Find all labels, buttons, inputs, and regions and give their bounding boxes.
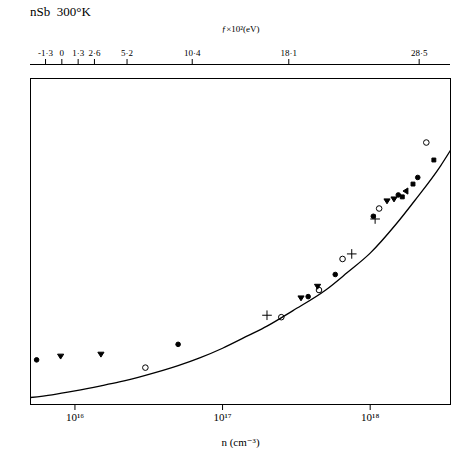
svg-text:-1·3: -1·3	[38, 48, 53, 58]
svg-text:ƒ×10²(eV): ƒ×10²(eV)	[222, 24, 260, 34]
svg-text:10·4: 10·4	[184, 48, 201, 58]
svg-text:0: 0	[60, 48, 65, 58]
svg-text:10¹⁸: 10¹⁸	[361, 411, 379, 423]
svg-text:5·2: 5·2	[121, 48, 133, 58]
svg-text:28·5: 28·5	[411, 48, 428, 58]
svg-text:2·6: 2·6	[88, 48, 100, 58]
svg-text:10¹⁷: 10¹⁷	[213, 411, 231, 423]
svg-text:18·1: 18·1	[281, 48, 298, 58]
svg-text:1·3: 1·3	[72, 48, 84, 58]
svg-text:n (cm⁻³): n (cm⁻³)	[221, 436, 259, 449]
svg-text:10¹⁶: 10¹⁶	[66, 411, 84, 423]
html-text:nSb 300°K: nSb 300°K	[30, 4, 91, 19]
